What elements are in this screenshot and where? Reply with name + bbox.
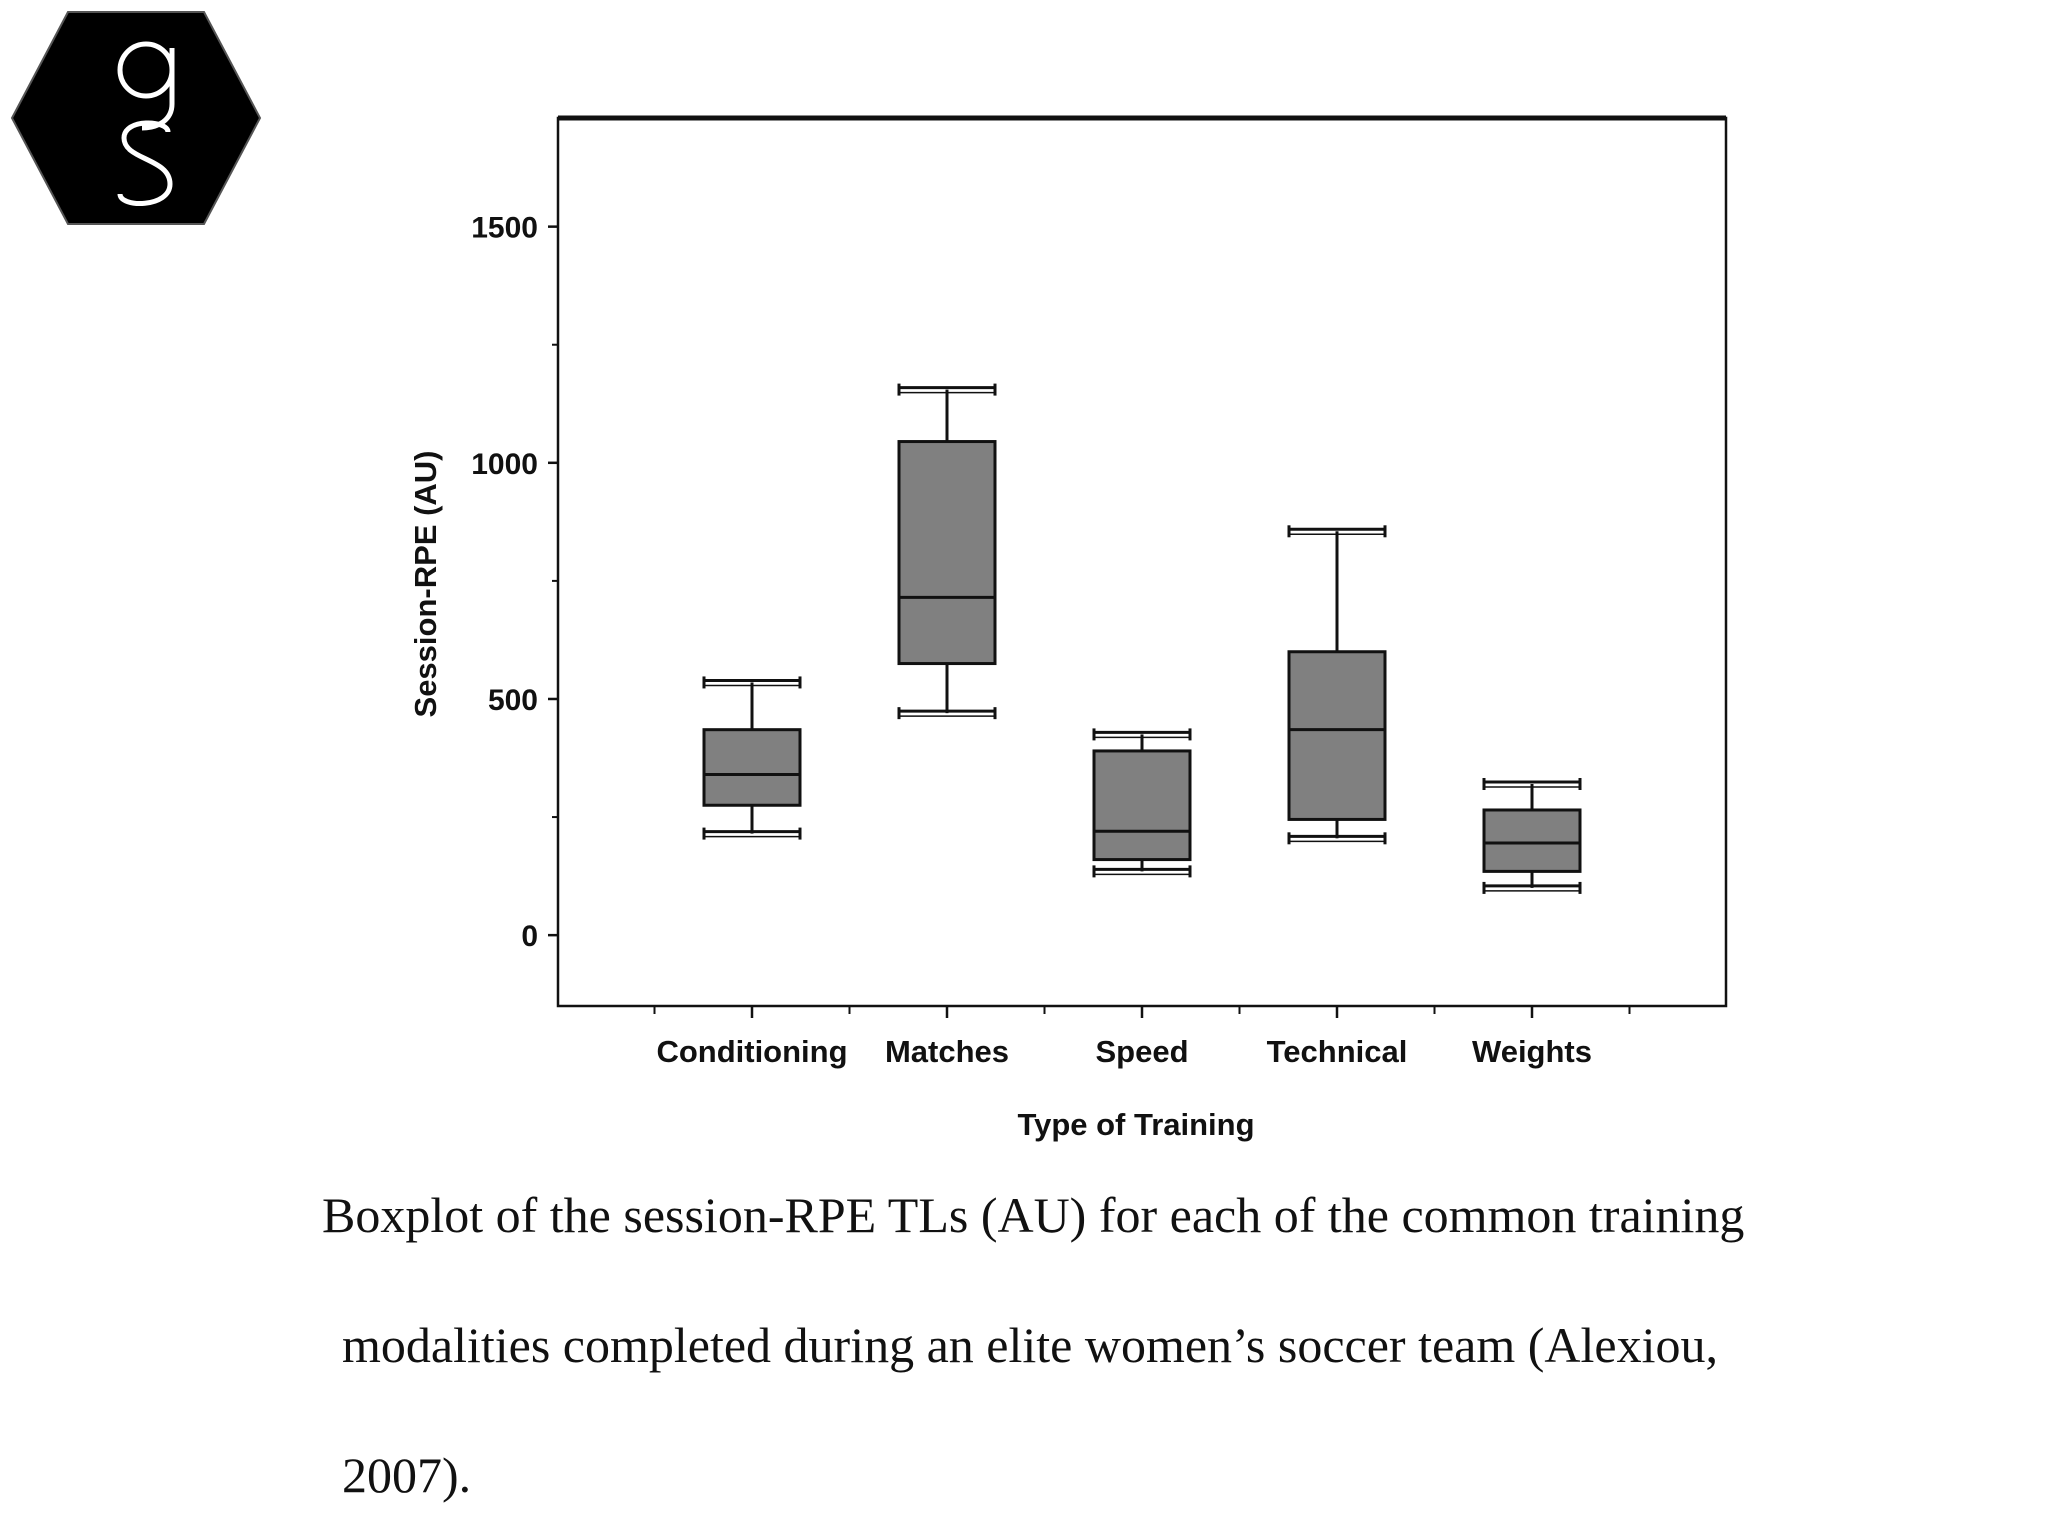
y-tick-label: 1000	[471, 448, 538, 481]
x-tick-label: Technical	[1267, 1034, 1408, 1069]
figure-caption: Boxplot of the session-RPE TLs (AU) for …	[322, 1150, 1962, 1540]
box-speed	[1092, 728, 1192, 878]
y-axis: 0 500 1000 1500	[471, 212, 558, 953]
box-technical	[1287, 525, 1387, 845]
iqr-box	[1482, 808, 1582, 873]
x-tick-label: Matches	[885, 1034, 1009, 1069]
x-axis-title: Type of Training	[1017, 1107, 1254, 1142]
iqr-box	[1092, 749, 1192, 862]
boxes	[702, 383, 1582, 894]
gs-hexagon-logo	[10, 11, 262, 225]
x-axis: Conditioning Matches Speed Technical Weights	[653, 1006, 1631, 1069]
caption-line-1: Boxplot of the session-RPE TLs (AU) for …	[322, 1187, 1745, 1243]
x-tick-label: Speed	[1095, 1034, 1188, 1069]
x-tick-label: Weights	[1472, 1034, 1592, 1069]
iqr-box	[1287, 650, 1387, 821]
boxplot-chart: 0 500 1000 1500 Conditioning Matches Speed Tec…	[408, 115, 1728, 1142]
caption-line-2: modalities completed during an elite wom…	[342, 1317, 1718, 1373]
iqr-box	[702, 728, 802, 807]
box-matches	[897, 383, 997, 720]
iqr-box	[897, 440, 997, 666]
box-weights	[1482, 778, 1582, 894]
y-axis-title: Session-RPE (AU)	[408, 451, 443, 718]
y-tick-label: 500	[488, 684, 538, 717]
x-tick-label: Conditioning	[656, 1034, 847, 1069]
caption-line-3: 2007).	[342, 1447, 472, 1503]
box-conditioning	[702, 676, 802, 840]
y-tick-label: 0	[521, 920, 538, 953]
y-tick-label: 1500	[471, 212, 538, 245]
